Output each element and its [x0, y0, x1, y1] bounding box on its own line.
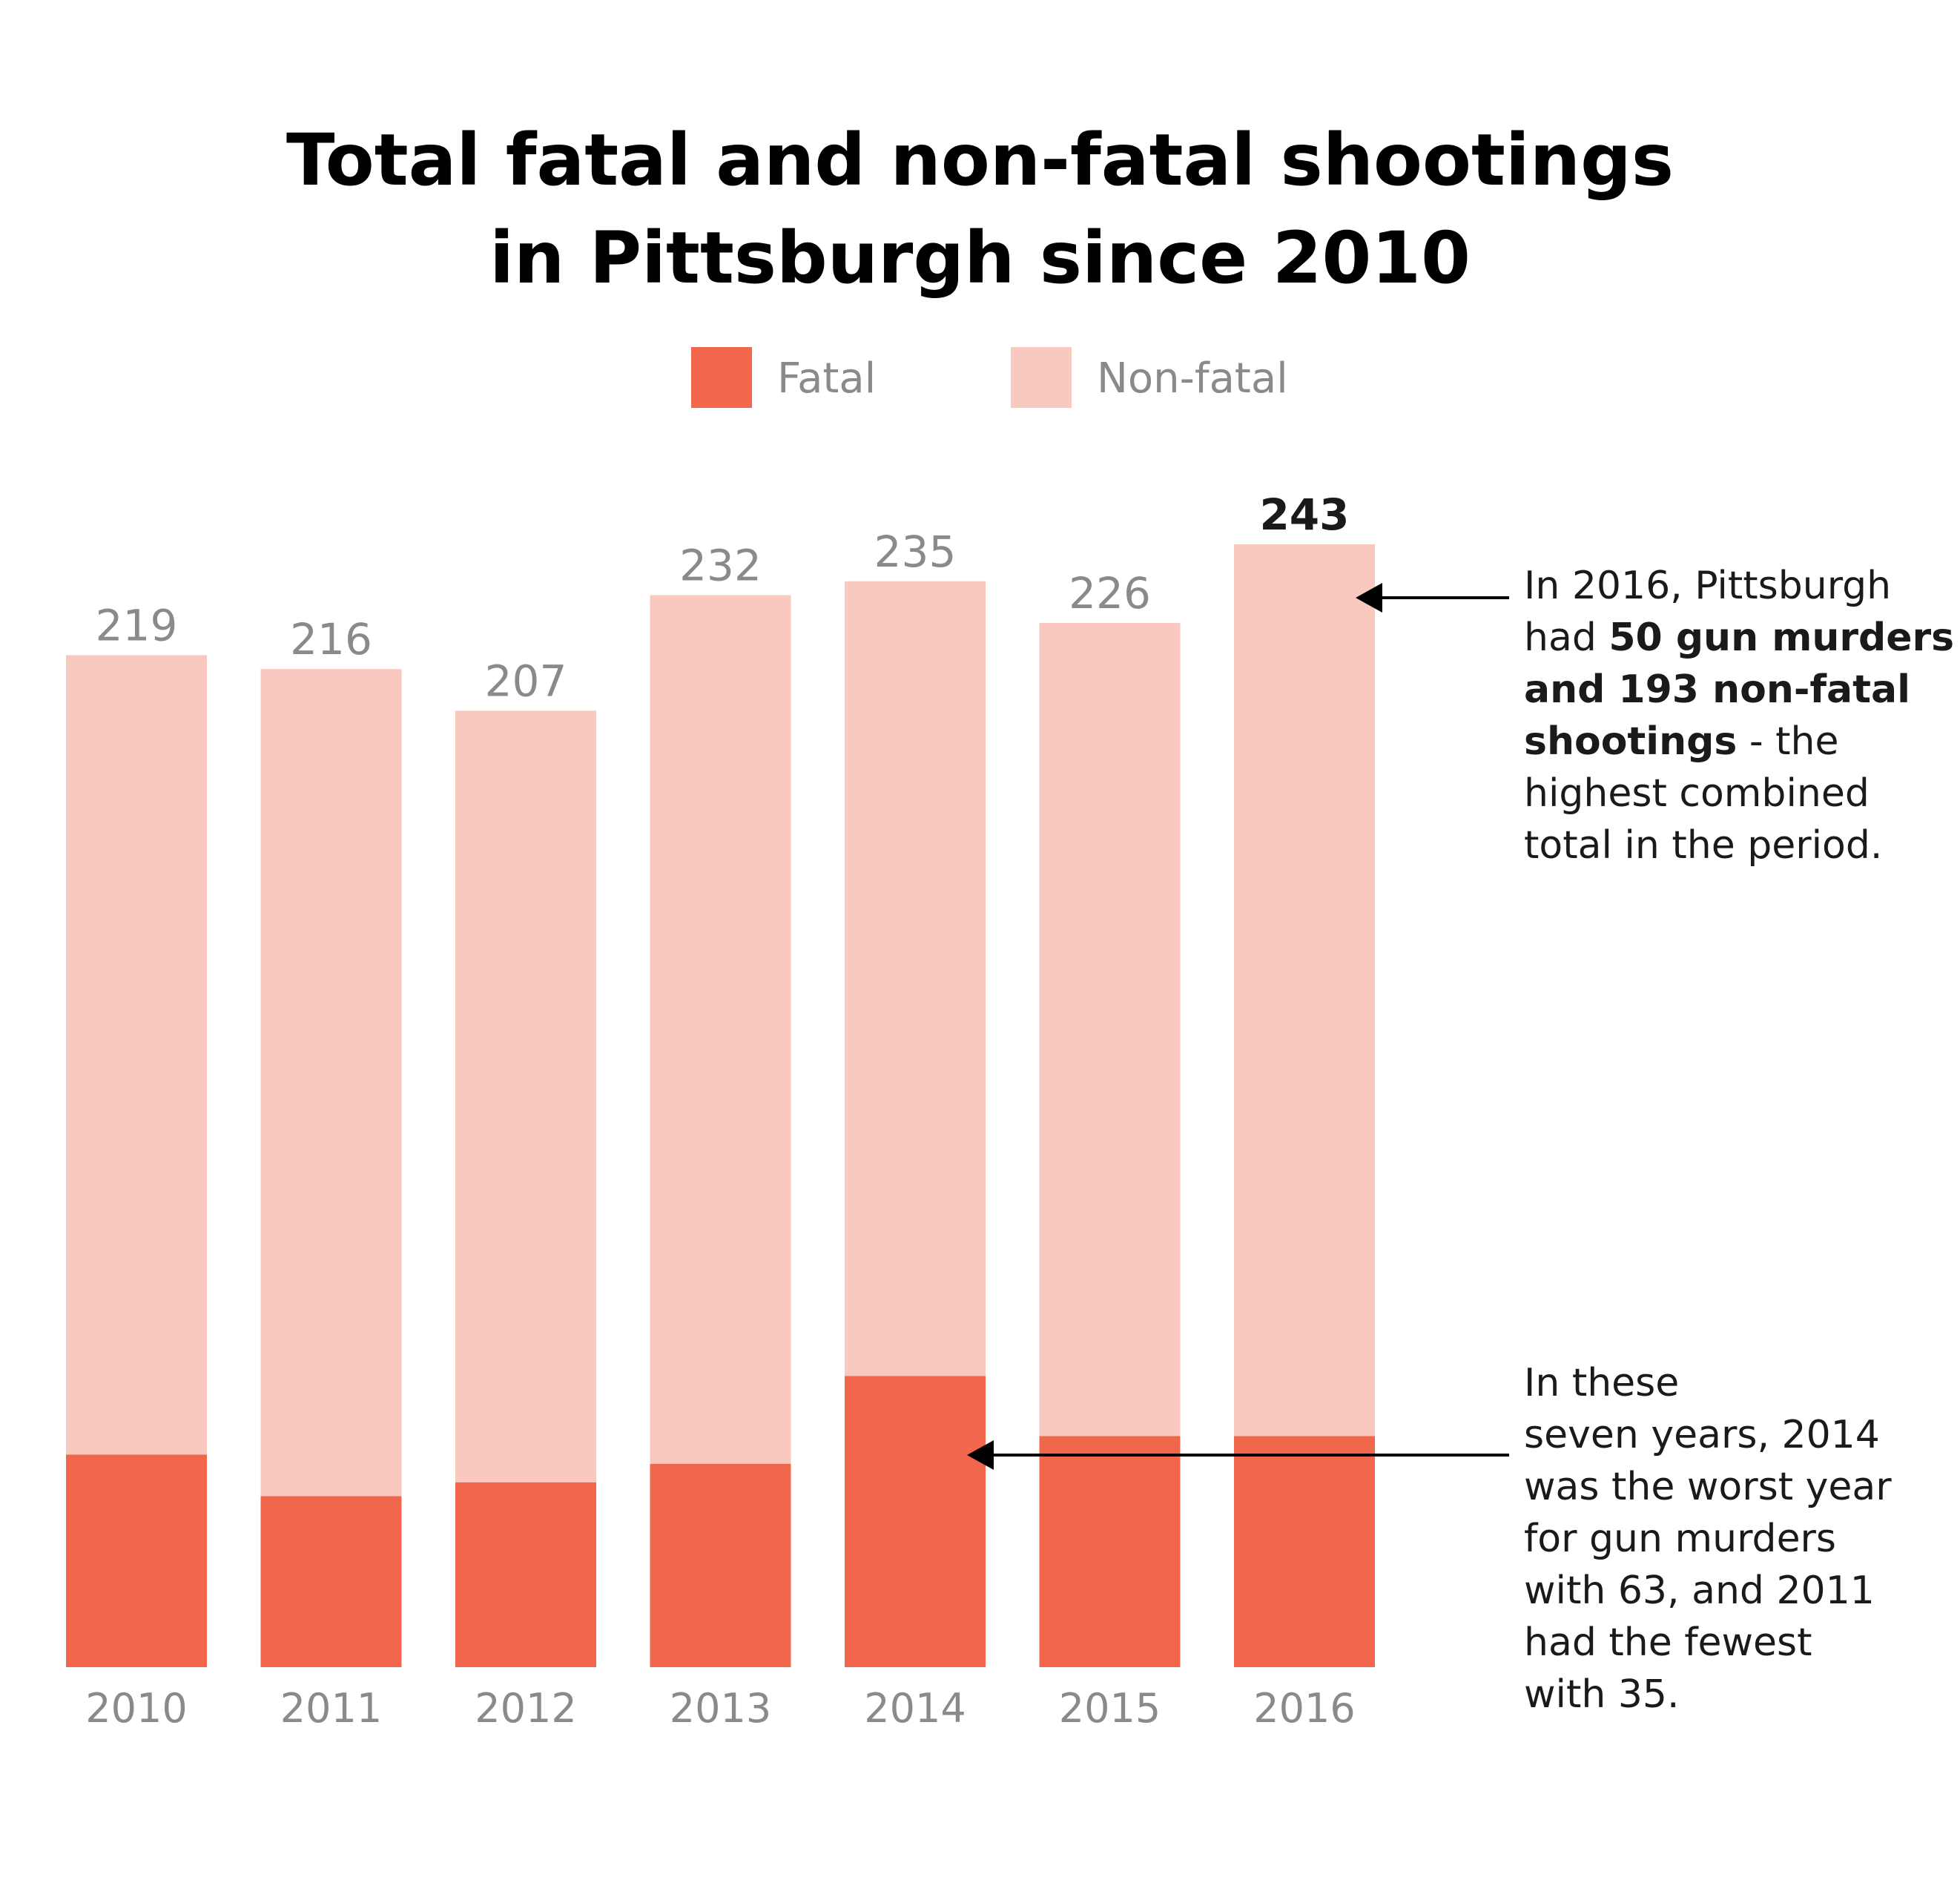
bar-nonfatal-2010: [66, 655, 207, 1455]
bar-fatal-2010: [66, 1454, 207, 1667]
bar-fatal-2016: [1234, 1436, 1375, 1667]
note-2016-line-3: and 193 non-fatal: [1524, 664, 1939, 716]
bar-fatal-2013: [650, 1463, 791, 1667]
chart-title-line-2: in Pittsburgh since 2010: [489, 217, 1471, 300]
annotation-note-2016: In 2016, Pittsburgh had 50 gun murders a…: [1524, 560, 1954, 871]
note-2014-line-6: had the fewest: [1524, 1620, 1812, 1665]
total-label-2015: 226: [1069, 568, 1151, 619]
bar-group: [66, 544, 1375, 1667]
note-2016-line-3-bold: and 193 non-fatal: [1524, 667, 1910, 712]
x-tick-label-2010: 2010: [85, 1685, 187, 1732]
note-2016-line-1: In 2016, Pittsburgh: [1524, 564, 1892, 608]
total-label-2012: 207: [485, 656, 567, 706]
note-2016-line-2: had 50 gun murders: [1524, 612, 1954, 664]
bar-nonfatal-2012: [455, 710, 596, 1482]
bar-nonfatal-2015: [1039, 622, 1181, 1437]
x-tick-label-2014: 2014: [864, 1685, 966, 1732]
note-2016-line-4-bold: shootings: [1524, 719, 1738, 764]
annotation-arrowhead-2016: [1356, 583, 1382, 613]
legend-swatch-nonfatal: [1011, 347, 1072, 408]
total-label-2014: 235: [874, 527, 957, 577]
bar-nonfatal-2011: [260, 669, 402, 1497]
x-tick-label-2011: 2011: [280, 1685, 382, 1732]
note-2014-line-5: with 63, and 2011: [1524, 1569, 1875, 1613]
bar-fatal-2011: [260, 1496, 402, 1667]
annotation-arrowhead-2014: [967, 1440, 994, 1470]
chart-title: Total fatal and non-fatal shootings in P…: [0, 111, 1960, 307]
note-2014-line-2: seven years, 2014: [1524, 1413, 1880, 1457]
legend-label-fatal: Fatal: [777, 354, 877, 403]
note-2016-line-2-pre: had: [1524, 616, 1609, 660]
note-2014-line-7: with 35.: [1524, 1672, 1680, 1717]
label-group: 219 2010 216 2011 207 2012 232 2013 235 2014 226 20…: [85, 489, 1355, 1732]
total-label-2016: 243: [1259, 489, 1349, 540]
bar-nonfatal-2013: [650, 595, 791, 1464]
total-label-2010: 219: [96, 601, 178, 651]
legend-swatch-fatal: [691, 347, 752, 408]
note-2016-line-4-post: - the: [1737, 719, 1839, 764]
total-label-2013: 232: [679, 541, 762, 591]
note-2014-line-4: for gun murders: [1524, 1517, 1837, 1561]
note-2016-line-6: total in the period.: [1524, 823, 1883, 868]
x-tick-label-2015: 2015: [1059, 1685, 1161, 1732]
legend-label-nonfatal: Non-fatal: [1097, 354, 1288, 403]
bar-nonfatal-2014: [845, 581, 986, 1376]
x-tick-label-2013: 2013: [670, 1685, 771, 1732]
annotation-arrows: [967, 583, 1509, 1470]
note-2014-line-1: In these: [1524, 1361, 1680, 1405]
bar-fatal-2015: [1039, 1436, 1181, 1667]
annotation-note-2014: In these seven years, 2014 was the worst…: [1524, 1357, 1939, 1721]
note-2016-line-4: shootings - the: [1524, 716, 1939, 768]
bar-nonfatal-2016: [1234, 544, 1375, 1437]
bar-fatal-2012: [455, 1482, 596, 1667]
total-label-2011: 216: [290, 614, 372, 664]
x-tick-label-2012: 2012: [475, 1685, 576, 1732]
note-2016-line-5: highest combined: [1524, 771, 1870, 816]
bar-fatal-2014: [845, 1376, 986, 1667]
chart-title-line-1: Total fatal and non-fatal shootings: [286, 119, 1674, 202]
note-2016-line-2-bold: 50 gun murders: [1608, 616, 1955, 660]
note-2014-line-3: was the worst year: [1524, 1465, 1892, 1509]
x-tick-label-2016: 2016: [1253, 1685, 1355, 1732]
